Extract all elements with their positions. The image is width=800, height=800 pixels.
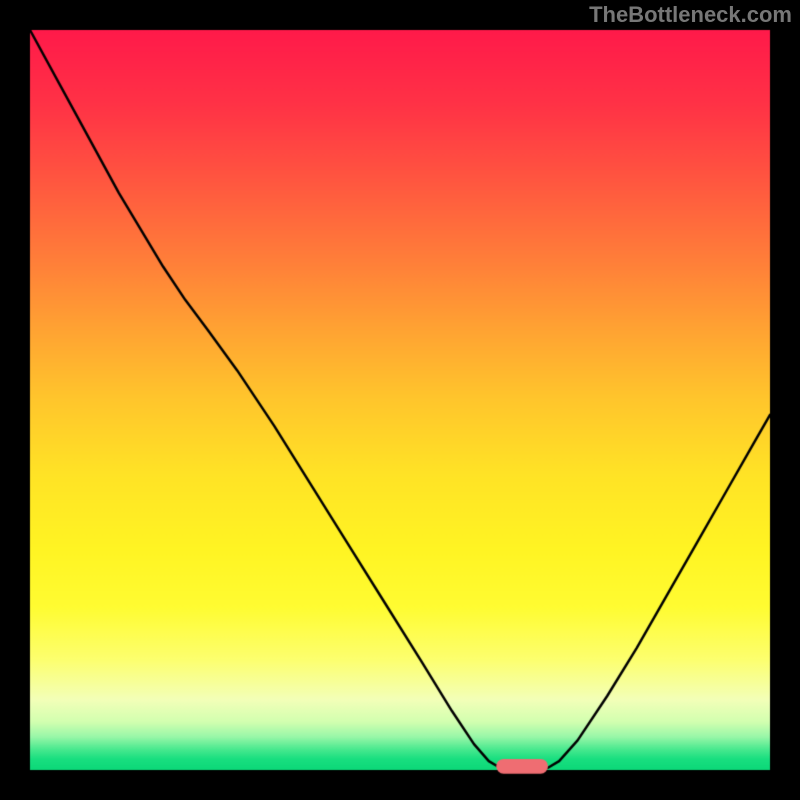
bottleneck-chart-canvas: [0, 0, 800, 800]
chart-container: TheBottleneck.com: [0, 0, 800, 800]
